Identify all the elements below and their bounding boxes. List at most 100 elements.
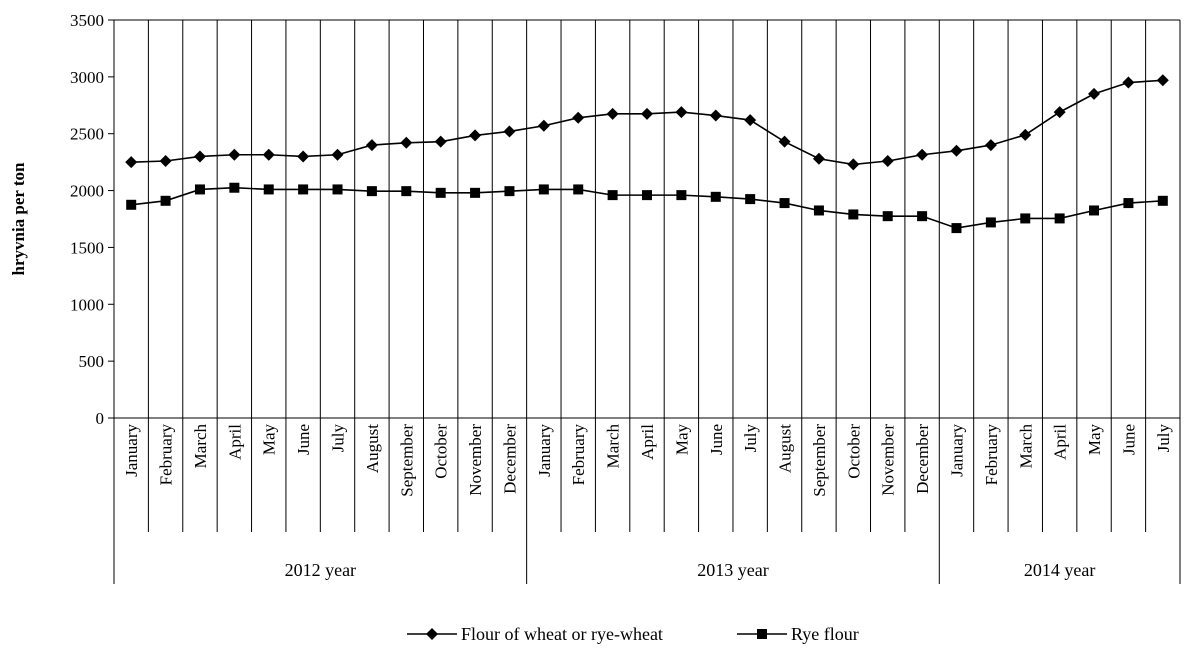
data-point <box>607 190 618 201</box>
x-tick-label: December <box>500 424 519 494</box>
y-tick-label: 1000 <box>70 295 104 314</box>
year-group-label: 2013 year <box>697 560 768 580</box>
x-tick-label: August <box>776 424 795 473</box>
data-point <box>125 156 138 169</box>
data-point <box>710 191 721 202</box>
data-point <box>847 158 860 171</box>
y-tick-label: 2500 <box>70 125 104 144</box>
x-tick-label: March <box>191 424 210 469</box>
x-tick-label: October <box>844 424 863 479</box>
x-tick-label: February <box>982 424 1001 486</box>
x-tick-label: July <box>1154 424 1173 453</box>
data-point <box>882 211 893 222</box>
data-point <box>401 186 412 197</box>
data-point <box>194 184 205 195</box>
data-point <box>469 129 482 142</box>
x-tick-label: April <box>638 424 657 460</box>
legend-item: Flour of wheat or rye-wheat <box>407 624 663 644</box>
data-point <box>470 187 481 198</box>
data-point <box>228 148 241 161</box>
data-point <box>298 184 309 195</box>
data-point <box>985 217 996 228</box>
x-tick-label: February <box>157 424 176 486</box>
data-point <box>779 198 790 209</box>
data-point <box>1157 195 1168 206</box>
x-tick-label: June <box>1119 424 1138 455</box>
data-point <box>434 135 447 148</box>
x-tick-label: June <box>294 424 313 455</box>
x-tick-label: November <box>879 424 898 496</box>
data-point <box>744 114 757 127</box>
y-tick-label: 2000 <box>70 182 104 201</box>
data-point <box>848 209 859 220</box>
x-tick-label: September <box>397 424 416 497</box>
y-axis-ticks: 0 500 1000 1500 2000 2500 3000 3500 <box>70 11 115 428</box>
year-group-label: 2014 year <box>1024 560 1095 580</box>
data-point <box>1089 205 1100 216</box>
data-point <box>1088 87 1101 100</box>
data-point <box>537 119 550 132</box>
x-tick-label: January <box>535 424 554 477</box>
data-point <box>606 107 619 120</box>
series-rye-flour <box>126 182 1168 234</box>
data-point <box>709 109 722 122</box>
data-point <box>745 194 756 205</box>
x-tick-label: January <box>947 424 966 477</box>
x-tick-label: May <box>1085 424 1104 456</box>
x-tick-label: May <box>672 424 691 456</box>
x-tick-label: July <box>329 424 348 453</box>
gridlines <box>114 19 1181 418</box>
data-point <box>365 139 378 152</box>
x-tick-label: March <box>604 424 623 469</box>
data-point <box>573 184 584 195</box>
data-point <box>642 190 652 201</box>
data-point <box>503 125 516 138</box>
data-point <box>1122 76 1135 89</box>
data-point <box>435 187 446 198</box>
data-point <box>297 150 310 163</box>
legend: Flour of wheat or rye-wheat Rye flour <box>407 624 859 644</box>
legend-item: Rye flour <box>737 624 859 644</box>
data-point <box>366 186 377 197</box>
x-tick-label: November <box>466 424 485 496</box>
data-point <box>262 148 275 161</box>
x-tick-label: December <box>913 424 932 494</box>
x-tick-label: March <box>1016 424 1035 469</box>
x-tick-label: April <box>1051 424 1070 460</box>
data-point <box>193 150 206 163</box>
x-axis: January February March April May June July Augu… <box>113 417 1181 584</box>
data-point <box>951 223 962 234</box>
data-point <box>881 155 894 168</box>
data-point <box>572 111 585 124</box>
x-tick-label: September <box>810 424 829 497</box>
y-tick-label: 0 <box>96 409 105 428</box>
data-point <box>229 182 240 193</box>
data-point <box>641 107 653 120</box>
data-point <box>813 205 824 216</box>
data-point <box>1156 74 1169 87</box>
data-point <box>778 135 791 148</box>
data-point <box>400 136 413 149</box>
x-tick-label: January <box>122 424 141 477</box>
data-point <box>1019 128 1032 141</box>
x-tick-label: June <box>707 424 726 455</box>
data-point <box>1054 213 1065 224</box>
y-tick-label: 1500 <box>70 238 104 257</box>
y-tick-label: 3500 <box>70 11 104 30</box>
data-point <box>950 144 963 157</box>
x-tick-label: February <box>569 424 588 486</box>
data-point <box>917 211 928 222</box>
x-tick-label: August <box>363 424 382 473</box>
data-point <box>916 148 929 161</box>
data-point <box>675 106 688 119</box>
series-flour-of-wheat-or-rye-wheat <box>125 74 1169 171</box>
data-point <box>676 190 687 201</box>
data-point <box>1123 198 1134 209</box>
y-tick-label: 3000 <box>70 68 104 87</box>
data-point <box>984 139 997 152</box>
data-point <box>538 184 549 195</box>
x-tick-label: May <box>260 424 279 456</box>
data-point <box>332 184 343 195</box>
legend-marker <box>426 628 438 640</box>
